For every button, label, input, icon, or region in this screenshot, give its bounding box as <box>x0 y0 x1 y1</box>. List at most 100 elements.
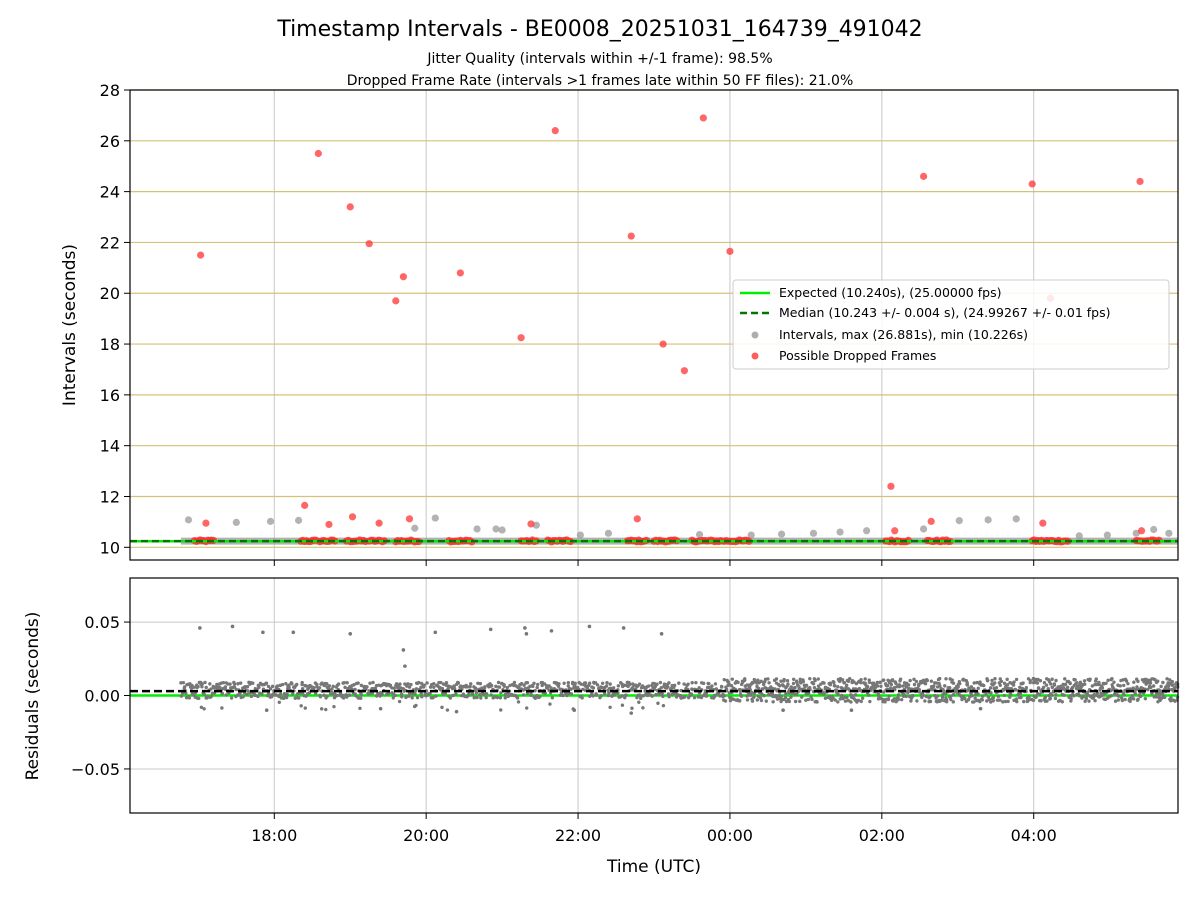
residual-point <box>452 686 457 691</box>
residual-point <box>775 697 780 701</box>
residual-point <box>858 680 863 685</box>
residual-point <box>234 687 238 692</box>
residual-point <box>898 684 902 688</box>
residual-point <box>761 687 765 691</box>
residual-point <box>489 683 494 688</box>
residual-point <box>944 677 948 681</box>
residual-point <box>713 682 718 686</box>
residual-point <box>672 683 677 688</box>
legend-entry-expected: Expected (10.240s), (25.00000 fps) <box>779 285 1001 300</box>
residual-point <box>1136 697 1140 701</box>
residual-point <box>1113 699 1118 703</box>
residual-point <box>771 700 775 704</box>
residual-point <box>587 681 592 685</box>
residual-point <box>875 680 879 685</box>
dropped-frame-point <box>301 501 309 509</box>
residual-point <box>782 679 786 683</box>
residual-point <box>569 687 573 691</box>
residual-point <box>350 687 354 691</box>
residual-point <box>832 680 836 685</box>
residual-point <box>701 681 706 686</box>
intervals-y-axis: 10 12 14 16 18 20 22 24 26 28 <box>100 81 130 557</box>
residual-point <box>1021 681 1025 685</box>
residual-point <box>912 677 916 682</box>
residual-point <box>1024 686 1029 690</box>
dropped-frame-point <box>1136 177 1144 186</box>
residual-outlier-point <box>659 632 664 636</box>
residual-point <box>368 681 372 685</box>
residual-point <box>838 679 842 684</box>
residual-point <box>332 704 336 709</box>
residual-point <box>896 696 900 700</box>
interval-point <box>498 526 506 534</box>
residual-point <box>652 681 657 686</box>
residual-point <box>583 681 588 685</box>
residual-point <box>1005 683 1010 687</box>
reference-lines <box>130 89 1178 548</box>
dropped-frame-point <box>197 251 205 259</box>
residual-point <box>434 694 438 698</box>
residual-point <box>1082 679 1087 683</box>
residual-point <box>407 694 411 698</box>
residual-point <box>993 677 997 681</box>
residual-point <box>853 693 858 697</box>
residual-point <box>468 684 472 689</box>
residual-point <box>192 685 196 689</box>
dropped-frame-point <box>456 269 464 277</box>
legend-box <box>732 279 1170 370</box>
residual-point <box>525 681 530 685</box>
residual-point <box>738 699 742 703</box>
residual-point <box>812 686 817 690</box>
residual-point <box>489 693 493 697</box>
residual-point <box>774 677 779 681</box>
residual-point <box>264 681 269 685</box>
dropped-frame-point <box>891 527 899 535</box>
residual-point <box>1130 693 1135 698</box>
interval-point <box>232 518 240 527</box>
residual-point <box>1092 692 1096 697</box>
residual-point <box>889 686 893 690</box>
residual-point <box>991 696 995 700</box>
residual-point <box>324 707 328 712</box>
residual-point <box>208 682 212 686</box>
residual-point <box>505 685 510 690</box>
residual-point <box>251 681 255 685</box>
residual-point <box>972 700 976 704</box>
residual-point <box>454 692 458 696</box>
residual-point <box>934 681 939 685</box>
intervals-y-tick-label: 14 <box>100 437 120 456</box>
residual-point <box>1119 696 1124 700</box>
residual-point <box>658 680 663 685</box>
residual-outlier-point <box>264 708 269 712</box>
residual-point <box>704 694 709 698</box>
residual-point <box>270 684 275 689</box>
dropped-frame-point <box>927 517 935 525</box>
residual-point <box>484 695 488 700</box>
residual-point <box>1162 695 1167 700</box>
residual-point <box>985 699 989 703</box>
residual-point <box>1044 683 1049 687</box>
residual-point <box>689 692 694 696</box>
residual-point <box>245 685 250 689</box>
residual-point <box>759 679 763 684</box>
residual-point <box>991 699 996 703</box>
residual-point <box>1015 699 1019 704</box>
residual-point <box>347 693 352 697</box>
residual-point <box>904 694 908 699</box>
residual-point <box>697 686 701 690</box>
residual-point <box>875 683 879 687</box>
residual-point <box>794 679 799 683</box>
residual-point <box>608 705 612 709</box>
residual-outlier-point <box>230 624 235 629</box>
residual-point <box>335 693 339 698</box>
residual-point <box>327 684 332 688</box>
residual-point <box>358 706 362 711</box>
residual-point <box>260 692 264 696</box>
residual-point <box>623 693 628 698</box>
residual-point <box>199 705 204 709</box>
residual-point <box>220 691 224 696</box>
residual-point <box>1088 677 1092 681</box>
residual-point <box>498 696 503 700</box>
residual-point <box>1123 677 1128 682</box>
residual-point <box>894 681 898 686</box>
